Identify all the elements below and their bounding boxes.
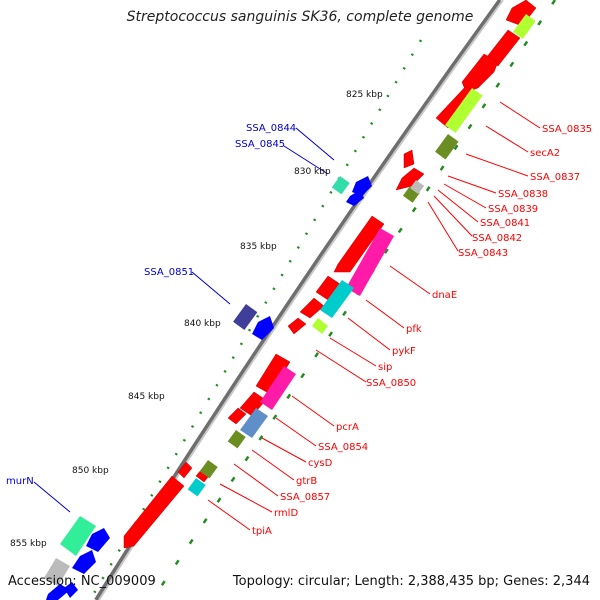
label-SSA_0857: SSA_0857	[280, 492, 330, 503]
topology-text: Topology: circular; Length: 2,388,435 bp…	[232, 574, 590, 589]
label-SSA_0839: SSA_0839	[488, 204, 538, 215]
label-SSA_0850: SSA_0850	[366, 378, 416, 389]
gene-lime-top	[513, 14, 536, 39]
reverse-genes	[44, 176, 372, 600]
gene-gray-small	[410, 180, 425, 194]
gene-cyan-pfk	[320, 280, 354, 318]
gene-olive-gtrB	[199, 460, 218, 479]
tick-825: 825 kbp	[346, 90, 383, 100]
label-SSA_0845: SSA_0845	[235, 139, 285, 150]
label-murN: murN	[6, 476, 34, 487]
label-SSA_0843: SSA_0843	[458, 248, 508, 259]
label-SSA_0851: SSA_0851	[144, 267, 194, 278]
label-SSA_0842: SSA_0842	[472, 233, 522, 244]
label-tpiA: tpiA	[252, 526, 272, 537]
gene-magenta-dnaE	[346, 228, 394, 296]
gene-lime-pykF	[312, 318, 328, 334]
tick-835: 835 kbp	[240, 242, 277, 252]
label-SSA_0838: SSA_0838	[498, 189, 548, 200]
tick-830: 830 kbp	[294, 167, 331, 177]
label-SSA_0835: SSA_0835	[542, 124, 592, 135]
gene-olive-cysD	[227, 430, 246, 449]
gene-olive	[435, 134, 459, 160]
forward-genes	[123, 0, 537, 549]
label-cysD: cysD	[308, 458, 333, 469]
label-secA2: secA2	[530, 148, 560, 159]
accession-text: Accession: NC_009009	[8, 574, 156, 589]
left-label-lines	[33, 127, 335, 513]
tick-855: 855 kbp	[10, 539, 47, 549]
map-title: Streptococcus sanguinis SK36, complete g…	[126, 9, 474, 25]
gene-cyan-rmlD	[187, 478, 206, 497]
label-dnaE: dnaE	[432, 290, 457, 301]
tick-850: 850 kbp	[72, 466, 109, 476]
label-pykF: pykF	[392, 346, 416, 357]
label-sip: sip	[378, 362, 392, 373]
inner-dotted-ring	[150, 0, 557, 600]
label-rmlD: rmlD	[274, 508, 298, 519]
label-SSA_0854: SSA_0854	[318, 442, 368, 453]
label-pfk: pfk	[406, 324, 422, 335]
gene-steelblue	[240, 408, 268, 438]
label-SSA_0837: SSA_0837	[530, 172, 580, 183]
tick-840: 840 kbp	[184, 319, 221, 329]
label-SSA_0844: SSA_0844	[246, 123, 296, 134]
label-gtrB: gtrB	[296, 476, 317, 487]
tick-845: 845 kbp	[128, 392, 165, 402]
gene-magenta-pcrA	[260, 366, 296, 410]
gene-lime-secA2	[444, 88, 483, 133]
label-SSA_0841: SSA_0841	[480, 218, 530, 229]
label-pcrA: pcrA	[336, 422, 359, 433]
right-label-lines	[207, 101, 541, 531]
